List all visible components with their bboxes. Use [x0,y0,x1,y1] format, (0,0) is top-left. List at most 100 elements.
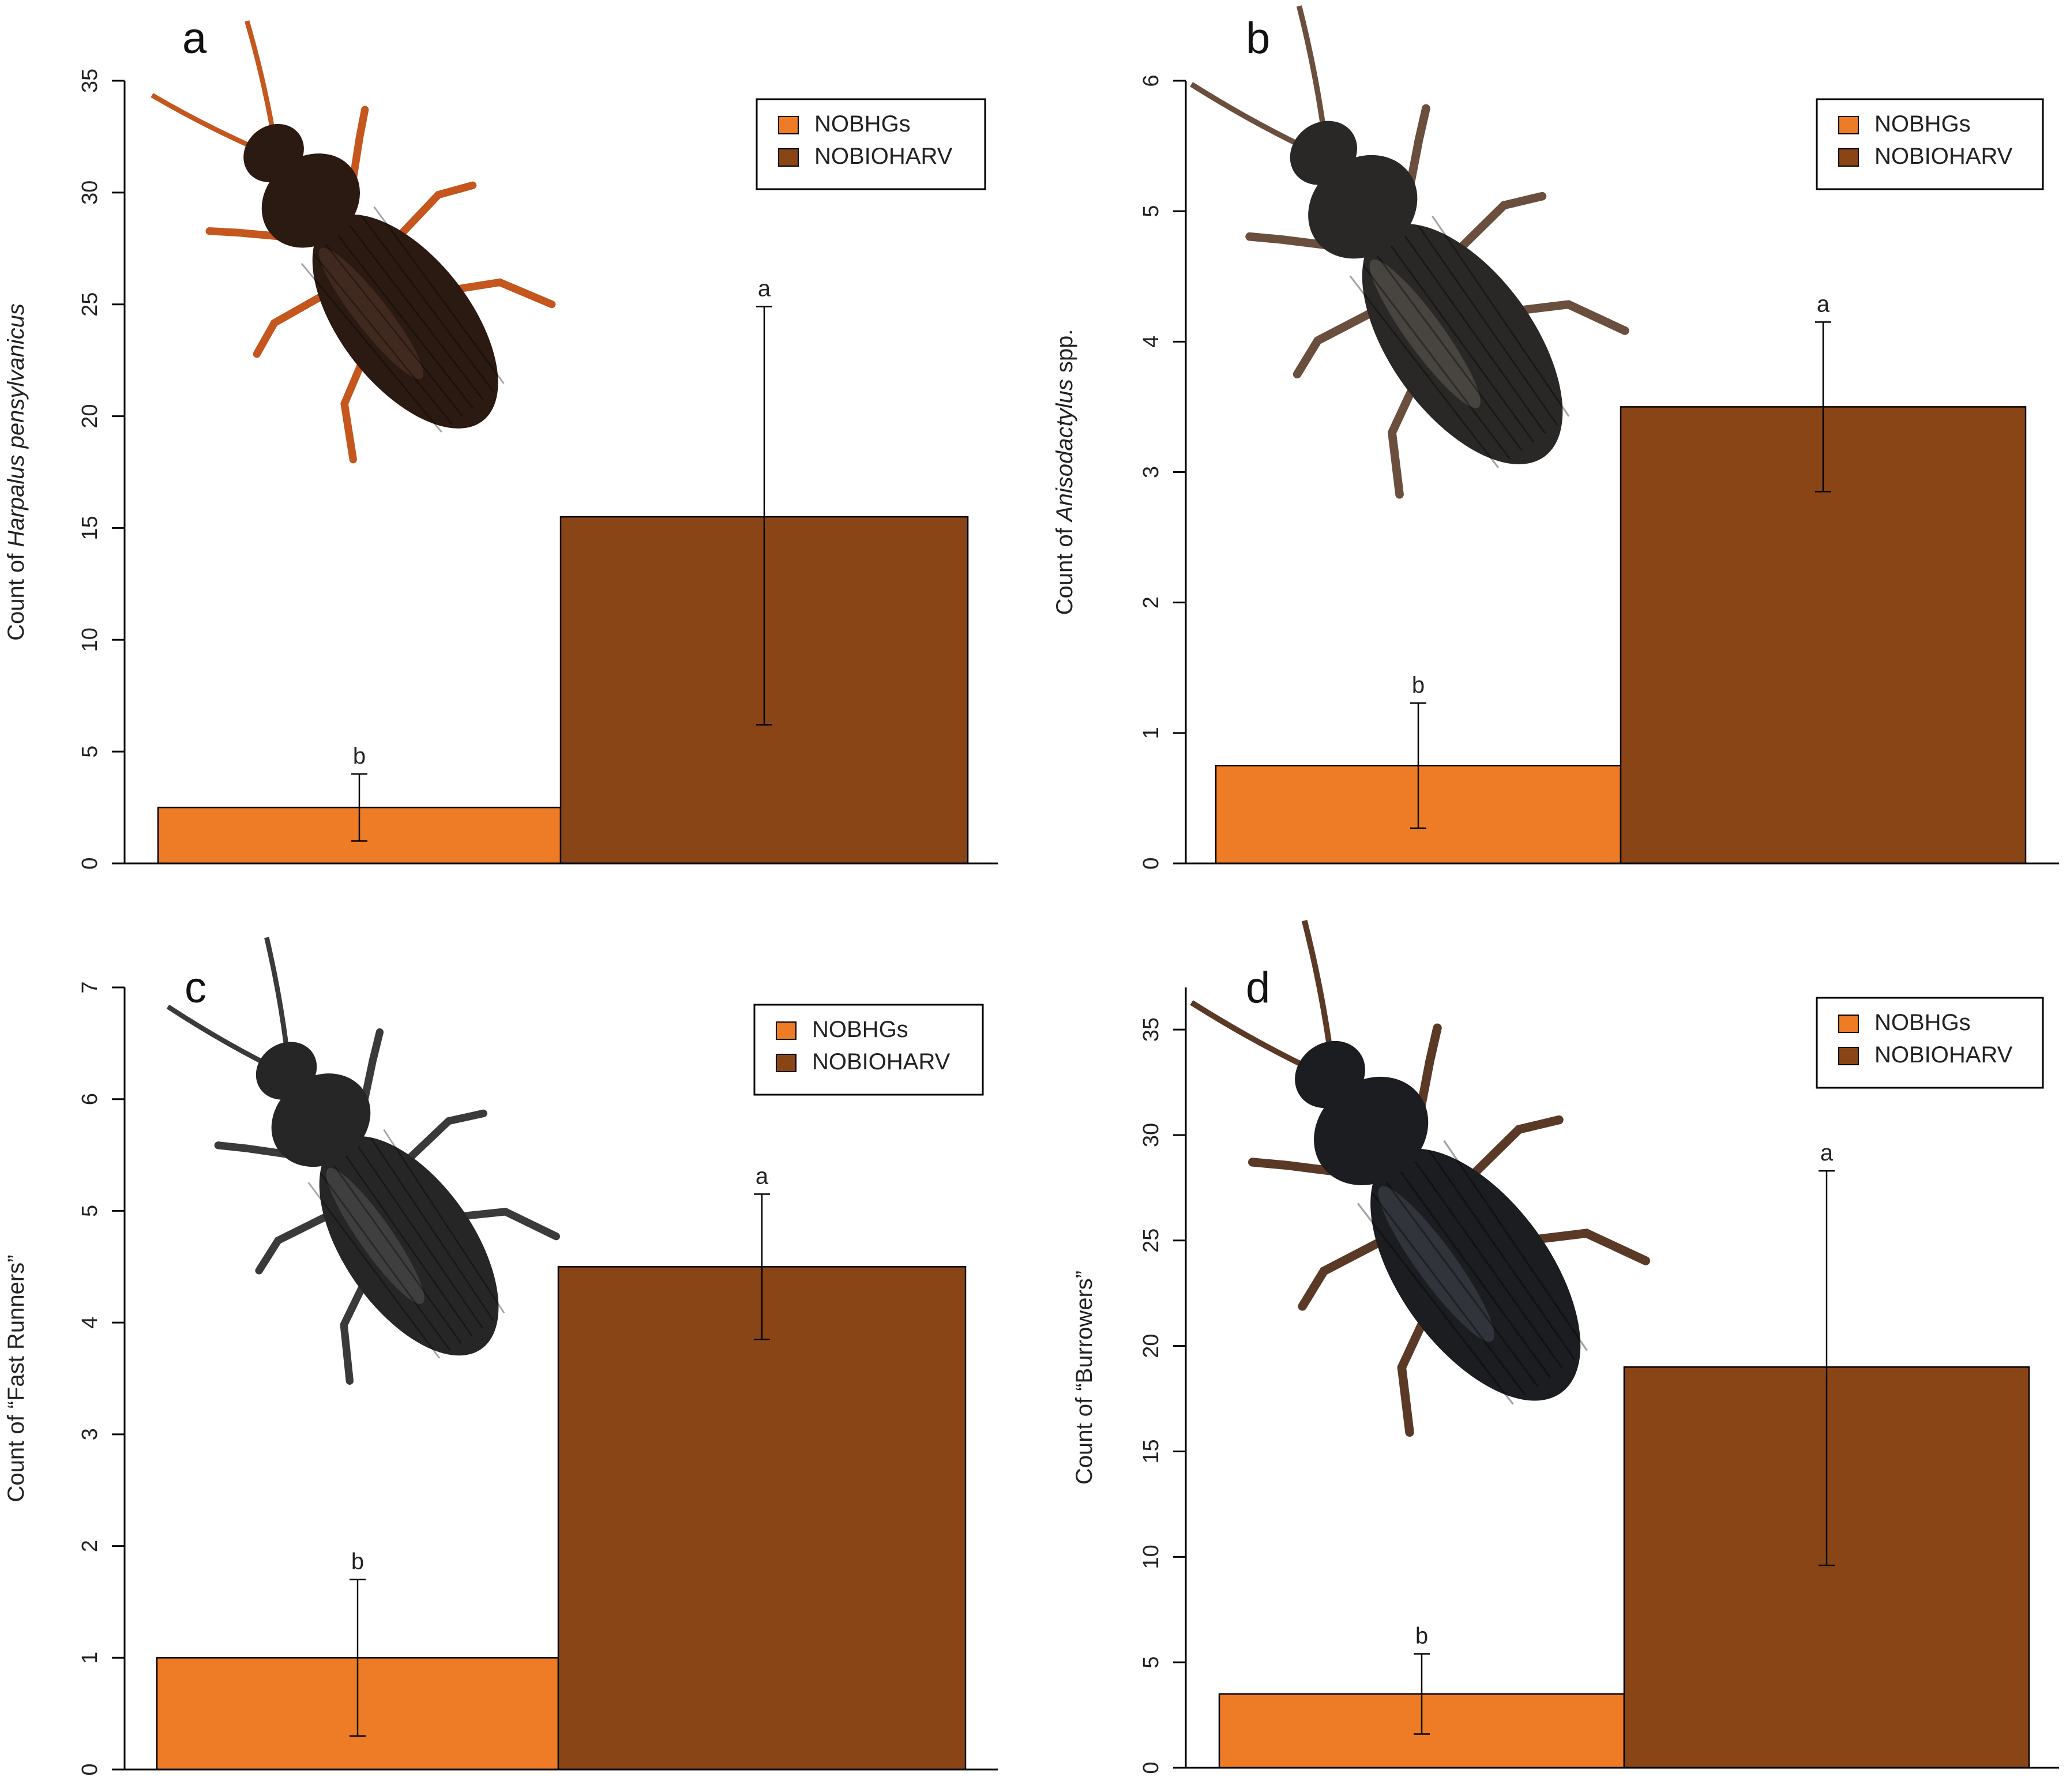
beetle-elytra [1370,1148,1581,1401]
y-tick-label: 0 [1139,857,1163,869]
beetle-stria [1414,1161,1564,1369]
significance-letter: a [1820,1140,1834,1166]
y-tick-label: 0 [78,857,102,869]
beetle-stria [358,1147,483,1329]
y-tick-label: 5 [1139,1656,1163,1669]
beetle-stria [1432,215,1570,417]
beetle-stria [1385,1182,1539,1387]
beetle-stria [333,1164,462,1344]
panel-b: b a 0 1 2 3 4 5 6 Count of Anisodactylus spp. b NOB… [1052,5,2059,870]
legend-swatch-nobhgs [1838,116,1859,134]
panel-c: b a 0 1 2 3 4 5 6 7 Count of “Fast Runners” c NOBHGs… [3,937,998,1776]
y-axis-label: Count of Harpalus pensylvanicus [3,303,29,641]
y-axis-label-prefix: Count of “Fast Runners” [3,1254,29,1502]
y-tick-label: 25 [1139,1229,1163,1253]
legend-label-nobhgs: NOBHGs [1874,111,1971,137]
legend-label-nobhgs: NOBHGs [812,1017,908,1042]
beetle-leg [1517,1229,1651,1265]
beetle-leg [1293,308,1377,379]
legend-label-nobioharv: NOBIOHARV [1874,1042,2013,1068]
beetle-leg [1468,1115,1564,1179]
beetle-leg [445,1208,560,1241]
y-axis-label: Count of Anisodactylus spp. [1052,329,1077,615]
beetle-elytra [312,214,498,429]
beetle-antenna [264,937,290,1051]
legend-swatch-nobhgs [778,116,799,134]
significance-letter: a [756,1163,769,1189]
y-axis-label-prefix: Count of “Burrowers” [1072,1271,1097,1485]
legend-label-nobhgs: NOBHGs [1874,1010,1971,1035]
beetle-stria [383,1129,505,1314]
legend-swatch-nobioharv [1838,148,1859,167]
y-axis-label-taxon: Harpalus pensylvanicus [3,303,29,547]
beetle-stria [361,216,494,392]
y-tick-label: 0 [78,1763,102,1775]
beetle-stria [307,1182,441,1359]
beetle-stria [337,234,474,408]
beetle-head [1290,121,1357,185]
legend-swatch-nobhgs [1838,1015,1859,1033]
beetle-shine [326,1168,424,1304]
significance-letter: b [351,1549,364,1575]
significance-letter: b [353,743,366,769]
y-tick-label: 3 [78,1428,102,1440]
beetle-leg [1387,371,1423,499]
y-tick-label: 25 [78,292,102,317]
y-tick-label: 10 [1139,1545,1163,1569]
beetle-stria [320,1173,451,1351]
significance-letter: a [1817,291,1830,317]
beetle-elytra [319,1136,499,1356]
beetle-leg [1298,1237,1385,1311]
y-axis-label: Count of “Burrowers” [1072,1271,1097,1485]
panel-a: b a 0 5 10 15 20 25 30 35 Count of Harpalus pensyl… [3,14,998,870]
beetle-stria [1429,1150,1576,1360]
y-axis-label-suffix: spp. [1052,329,1077,380]
beetle-leg [1456,191,1547,253]
y-tick-label: 3 [1139,466,1163,478]
y-axis-label: Count of “Fast Runners” [3,1254,29,1502]
y-tick-label: 20 [1139,1334,1163,1358]
y-tick-label: 30 [1139,1123,1163,1147]
beetle-stria [1404,235,1546,434]
beetle-antenna [1296,5,1327,131]
y-tick-label: 5 [78,746,102,758]
beetle-head [243,123,304,182]
legend-label-nobhgs: NOBHGs [814,111,911,137]
burrower-beetle-icon [1190,919,1651,1437]
y-tick-label: 10 [78,628,102,652]
beetle-antenna [166,1004,268,1066]
legend-box [1816,98,2044,190]
y-tick-label: 20 [78,404,102,428]
beetle-pronotum [271,1073,371,1167]
beetle-leg [396,181,477,239]
legend-label-nobioharv: NOBIOHARV [1874,144,2013,169]
y-tick-label: 2 [78,1540,102,1552]
beetle-stria [1390,245,1535,443]
beetle-stria [1400,1171,1551,1378]
y-tick-label: 1 [78,1652,102,1664]
legend-label-nobioharv: NOBIOHARV [812,1049,951,1075]
legend-swatch-nobioharv [1838,1047,1859,1065]
beetle-leg [253,292,326,358]
y-tick-label: 15 [78,516,102,540]
y-tick-label: 15 [1139,1439,1163,1463]
legend-swatch-nobioharv [776,1054,797,1072]
anisodactylus-beetle-icon [1190,5,1629,499]
beetle-stria [370,1138,494,1321]
panel-d: b a 0 5 10 15 20 25 30 35 Count of “Burrowers” d NOB… [1072,919,2059,1774]
beetle-stria [1349,275,1500,468]
legend-label-nobioharv: NOBIOHARV [814,144,953,169]
beetle-stria [373,206,505,384]
harpalus-beetle-icon [151,20,556,464]
y-tick-label: 4 [1139,336,1163,348]
beetle-shine [1378,1186,1494,1342]
panel-letter: a [182,14,207,63]
beetle-stria [325,244,463,417]
panel-letter: c [185,963,206,1012]
legend-swatch-nobhgs [776,1021,797,1040]
beetle-stria [300,262,442,433]
beetle-shine [318,247,424,379]
beetle-shine [1369,259,1481,408]
